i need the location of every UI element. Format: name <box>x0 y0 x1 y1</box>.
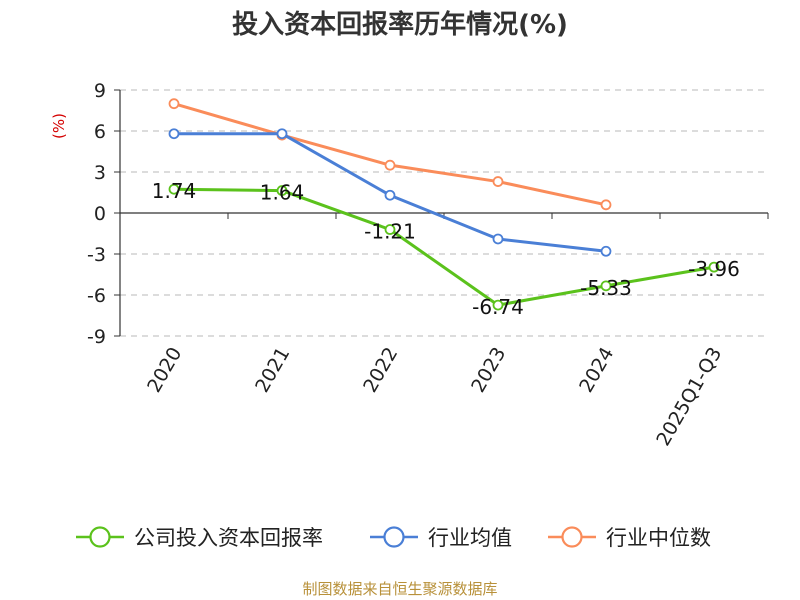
data-point <box>384 159 396 171</box>
data-point <box>168 128 180 140</box>
x-tick-label: 2020 <box>143 344 186 397</box>
legend-item[interactable]: 行业均值 <box>370 526 512 550</box>
source-note: 制图数据来自恒生聚源数据库 <box>302 580 497 598</box>
data-label: 1.64 <box>260 181 305 205</box>
y-axis-label: (%) <box>50 113 68 139</box>
x-tick-label: 2025Q1-Q3 <box>652 344 726 450</box>
data-point <box>384 189 396 201</box>
series-layer <box>168 98 720 311</box>
series-line <box>173 187 715 307</box>
x-tick-label: 2021 <box>251 344 294 397</box>
data-point <box>276 185 288 196</box>
legend-label: 行业中位数 <box>606 526 711 550</box>
y-tick-label: -6 <box>87 285 106 307</box>
x-tick-label: 2024 <box>575 344 618 397</box>
y-tick-label: 6 <box>94 121 106 143</box>
data-label: 1.74 <box>152 179 197 203</box>
legend-item[interactable]: 行业中位数 <box>548 526 711 550</box>
data-point <box>600 280 612 292</box>
data-point <box>168 98 180 110</box>
data-point <box>492 233 504 245</box>
legend: 公司投入资本回报率 行业均值 行业中位数 <box>76 526 711 550</box>
legend-marker <box>561 526 583 548</box>
legend-marker <box>383 526 405 548</box>
chart-title: 投入资本回报率历年情况(%) <box>232 9 568 40</box>
legend-label: 行业均值 <box>428 526 512 550</box>
x-tick-label: 2022 <box>359 344 402 397</box>
data-point <box>708 261 720 273</box>
data-label: -6.74 <box>472 295 524 319</box>
legend-item[interactable]: 公司投入资本回报率 <box>76 526 323 550</box>
data-point <box>600 199 612 211</box>
data-point <box>492 299 504 311</box>
data-point <box>168 183 180 195</box>
axis-layer: 9 6 3 0 -3 -6 -9 2020 2021 2022 2023 2024 2025Q1-Q3 <box>87 80 769 450</box>
legend-marker <box>89 526 111 548</box>
x-tick-label: 2023 <box>467 344 510 397</box>
data-point <box>600 245 612 257</box>
y-tick-label: 9 <box>94 80 106 102</box>
legend-label: 公司投入资本回报率 <box>134 526 323 550</box>
data-label-layer: 1.74 1.64 -1.21 -6.74 -5.33 -3.96 <box>152 179 740 319</box>
y-tick-label: 3 <box>94 162 106 184</box>
data-label: -1.21 <box>364 220 416 244</box>
data-point <box>276 128 288 140</box>
data-point <box>492 176 504 187</box>
data-label: -3.96 <box>688 257 740 281</box>
y-tick-label: -3 <box>87 244 106 266</box>
data-point <box>384 224 396 235</box>
y-tick-label: 0 <box>94 203 106 225</box>
grid-layer <box>120 89 768 337</box>
data-label: -5.33 <box>580 276 632 300</box>
y-tick-label: -9 <box>87 326 106 348</box>
